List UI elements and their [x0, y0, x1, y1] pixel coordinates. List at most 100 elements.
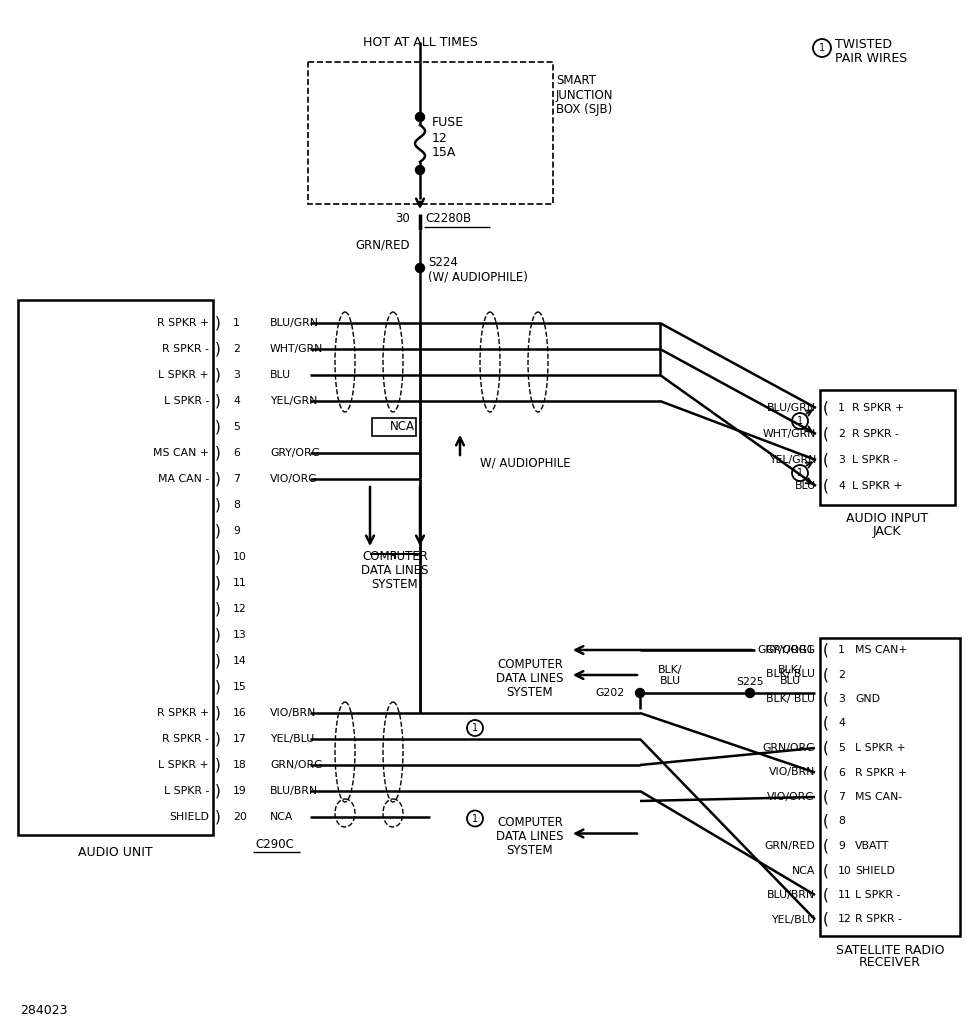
Circle shape — [416, 263, 424, 272]
Text: ): ) — [215, 393, 220, 409]
Text: 2: 2 — [233, 344, 240, 354]
Text: 1: 1 — [472, 723, 478, 733]
Text: COMPUTER: COMPUTER — [497, 657, 563, 671]
Circle shape — [416, 166, 424, 174]
Text: 1: 1 — [472, 813, 478, 823]
Text: (: ( — [823, 642, 829, 657]
Circle shape — [416, 113, 424, 122]
Text: ): ) — [215, 653, 220, 669]
Text: ): ) — [215, 341, 220, 356]
Text: 13: 13 — [233, 630, 247, 640]
Text: 1: 1 — [838, 645, 845, 655]
Text: ): ) — [215, 368, 220, 383]
Text: C290C: C290C — [255, 839, 294, 852]
Text: 15: 15 — [233, 682, 247, 692]
Text: YEL/GRN: YEL/GRN — [769, 455, 816, 465]
Text: VIO/ORG: VIO/ORG — [767, 792, 815, 802]
Text: MA CAN -: MA CAN - — [157, 474, 209, 484]
Text: W/ AUDIOPHILE: W/ AUDIOPHILE — [480, 457, 571, 469]
Text: R SPKR +: R SPKR + — [157, 318, 209, 328]
Text: DATA LINES: DATA LINES — [361, 564, 429, 578]
Text: L SPKR -: L SPKR - — [852, 455, 897, 465]
Text: SYSTEM: SYSTEM — [507, 844, 553, 857]
Text: (: ( — [823, 400, 829, 416]
Text: ): ) — [215, 550, 220, 564]
Text: VBATT: VBATT — [855, 841, 889, 851]
Text: ): ) — [215, 523, 220, 539]
Text: 14: 14 — [233, 656, 247, 666]
Text: (: ( — [823, 765, 829, 780]
Text: S224: S224 — [428, 256, 458, 269]
Text: 19: 19 — [233, 786, 247, 796]
Text: 7: 7 — [838, 792, 845, 802]
Text: BLU/GRN: BLU/GRN — [767, 403, 816, 413]
Text: ): ) — [215, 731, 220, 746]
Text: GRY/ORG: GRY/ORG — [270, 449, 320, 458]
Text: FUSE: FUSE — [432, 116, 464, 128]
Text: 4: 4 — [233, 396, 240, 406]
Bar — [820, 390, 955, 505]
Text: R SPKR -: R SPKR - — [162, 344, 209, 354]
Text: (: ( — [823, 839, 829, 853]
Text: BLU/GRN: BLU/GRN — [270, 318, 319, 328]
Text: 15A: 15A — [432, 146, 456, 160]
Text: MS CAN +: MS CAN + — [153, 449, 209, 458]
Bar — [18, 300, 213, 835]
Text: 4: 4 — [838, 719, 845, 728]
Text: (: ( — [823, 716, 829, 731]
Text: 6: 6 — [838, 768, 845, 777]
Text: 1: 1 — [797, 468, 803, 478]
Text: ): ) — [215, 575, 220, 591]
Text: 8: 8 — [838, 816, 845, 826]
Text: (: ( — [823, 691, 829, 707]
Text: BLU: BLU — [270, 370, 291, 380]
Text: (: ( — [823, 790, 829, 805]
Text: BLK/: BLK/ — [657, 665, 683, 675]
Text: GRN/ORG: GRN/ORG — [270, 760, 322, 770]
Text: 20: 20 — [233, 812, 247, 822]
Text: PAIR WIRES: PAIR WIRES — [835, 51, 907, 65]
Text: 1: 1 — [819, 43, 825, 53]
Text: 3: 3 — [233, 370, 240, 380]
Bar — [820, 638, 960, 936]
Text: BLU: BLU — [659, 677, 681, 686]
Text: ): ) — [215, 471, 220, 486]
Text: BLU/BRN: BLU/BRN — [270, 786, 318, 796]
Text: RECEIVER: RECEIVER — [859, 956, 921, 970]
Text: L SPKR -: L SPKR - — [164, 396, 209, 406]
Text: C2280B: C2280B — [425, 213, 471, 225]
Text: (: ( — [823, 740, 829, 756]
Text: (W/ AUDIOPHILE): (W/ AUDIOPHILE) — [428, 270, 528, 284]
Text: SMART: SMART — [556, 74, 596, 86]
Text: YEL/GRN: YEL/GRN — [270, 396, 318, 406]
Circle shape — [635, 688, 645, 697]
Text: 5: 5 — [233, 422, 240, 432]
Text: COMPUTER: COMPUTER — [362, 551, 428, 563]
Text: 30: 30 — [395, 212, 410, 224]
Text: 4: 4 — [838, 481, 845, 490]
Bar — [308, 62, 553, 204]
Text: GRY/ORG: GRY/ORG — [765, 645, 815, 655]
Text: 17: 17 — [233, 734, 247, 744]
Text: VIO/BRN: VIO/BRN — [270, 708, 317, 718]
Text: 8: 8 — [233, 500, 240, 510]
Text: NCA: NCA — [791, 865, 815, 876]
Text: 5: 5 — [838, 743, 845, 753]
Text: R SPKR +: R SPKR + — [157, 708, 209, 718]
Text: L SPKR -: L SPKR - — [855, 890, 900, 900]
Text: 2: 2 — [838, 670, 845, 680]
Text: L SPKR +: L SPKR + — [158, 370, 209, 380]
Text: (: ( — [823, 863, 829, 878]
Text: 2: 2 — [838, 429, 845, 439]
Text: 18: 18 — [233, 760, 247, 770]
Text: SHIELD: SHIELD — [169, 812, 209, 822]
Text: ): ) — [215, 420, 220, 434]
Text: ): ) — [215, 810, 220, 824]
Text: NCA: NCA — [390, 421, 415, 433]
Text: (: ( — [823, 814, 829, 829]
Text: 11: 11 — [233, 578, 247, 588]
Text: BLK/: BLK/ — [778, 665, 802, 675]
Text: R SPKR -: R SPKR - — [162, 734, 209, 744]
Text: GRN/RED: GRN/RED — [764, 841, 815, 851]
Text: R SPKR +: R SPKR + — [852, 403, 904, 413]
